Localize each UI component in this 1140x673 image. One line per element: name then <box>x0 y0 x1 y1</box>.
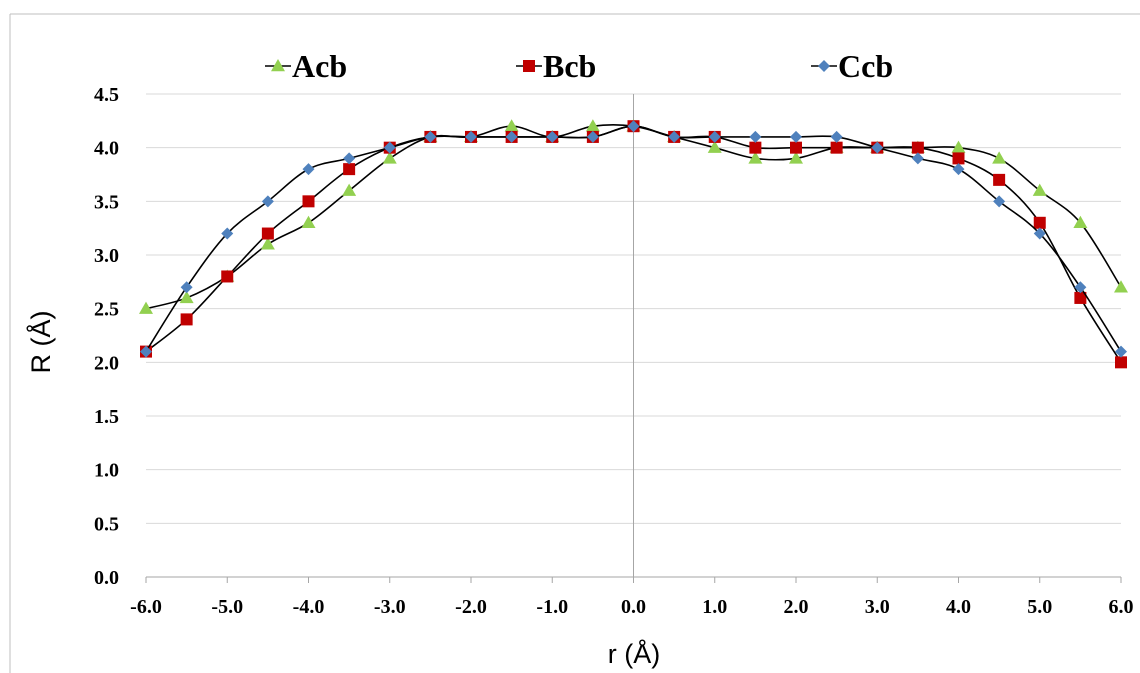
data-point-acb <box>1073 215 1088 229</box>
data-point-bcb <box>1074 291 1087 304</box>
legend-label-ccb: Ccb <box>838 48 893 84</box>
data-point-bcb <box>830 141 843 154</box>
x-tick-label: 5.0 <box>1027 596 1052 618</box>
data-point-acb <box>585 119 600 132</box>
data-point-acb <box>260 237 275 250</box>
x-tick-label: -4.0 <box>293 596 325 618</box>
data-point-ccb <box>465 130 477 143</box>
data-point-ccb <box>1115 345 1127 358</box>
data-point-ccb <box>505 130 518 143</box>
data-point-bcb <box>1033 216 1046 229</box>
data-point-ccb <box>749 130 762 143</box>
data-point-bcb <box>261 227 274 240</box>
data-point-ccb <box>424 130 437 143</box>
x-tick-label: -5.0 <box>211 596 243 618</box>
x-tick-label: 4.0 <box>946 596 971 618</box>
data-point-acb <box>951 140 966 153</box>
x-tick-label: -3.0 <box>374 596 406 618</box>
data-point-bcb <box>343 163 356 176</box>
y-tick-label: 2.5 <box>94 299 119 321</box>
data-point-ccb <box>343 152 356 165</box>
data-point-acb <box>992 151 1007 164</box>
data-point-acb <box>1114 280 1128 293</box>
x-tick-label: -2.0 <box>455 596 487 618</box>
y-tick-label: 1.0 <box>94 460 119 482</box>
x-axis-title: r (Å) <box>608 638 660 669</box>
y-tick-label: 0.5 <box>94 513 119 535</box>
data-point-acb <box>789 151 803 164</box>
legend-label-bcb: Bcb <box>543 48 596 84</box>
data-point-ccb <box>302 163 315 176</box>
series-group <box>139 119 1128 369</box>
x-tick-label: -1.0 <box>536 596 568 618</box>
data-point-bcb <box>1115 356 1127 369</box>
data-point-acb <box>179 290 194 304</box>
data-point-acb <box>342 183 357 196</box>
data-point-ccb <box>952 163 965 176</box>
data-point-ccb <box>911 152 924 165</box>
data-point-ccb <box>790 130 802 143</box>
data-point-bcb <box>952 152 965 165</box>
legend: Acb Bcb Ccb <box>265 48 893 84</box>
data-point-bcb <box>790 141 802 154</box>
legend-marker-acb <box>271 59 285 72</box>
data-point-ccb <box>627 120 640 133</box>
data-point-ccb <box>668 130 681 143</box>
axes <box>145 94 1122 583</box>
y-tick-label: 3.0 <box>94 245 119 267</box>
x-tick-label: 3.0 <box>865 596 890 618</box>
x-tick-label: -6.0 <box>130 596 162 618</box>
y-tick-label: 2.0 <box>94 352 119 374</box>
data-point-acb <box>1032 183 1047 196</box>
x-tick-label: 2.0 <box>784 596 809 618</box>
legend-label-acb: Acb <box>292 48 347 84</box>
data-point-ccb <box>221 227 234 240</box>
x-tick-label: 1.0 <box>702 596 727 618</box>
data-point-ccb <box>708 130 721 143</box>
x-tick-label: 6.0 <box>1109 596 1134 618</box>
x-tick-label: 0.0 <box>621 596 646 618</box>
data-point-bcb <box>749 141 762 154</box>
y-axis-title: R (Å) <box>25 311 56 374</box>
data-point-ccb <box>180 281 193 294</box>
data-point-acb <box>504 119 519 132</box>
data-point-bcb <box>911 141 924 154</box>
data-point-acb <box>139 301 153 314</box>
data-point-bcb <box>180 313 193 326</box>
legend-marker-ccb <box>818 60 830 72</box>
data-point-bcb <box>302 195 315 208</box>
data-point-acb <box>301 215 316 229</box>
data-point-acb <box>707 140 722 153</box>
data-point-ccb <box>993 195 1006 208</box>
data-point-ccb <box>586 130 599 143</box>
data-point-ccb <box>871 141 884 154</box>
data-point-acb <box>382 151 397 164</box>
data-point-ccb <box>383 141 396 154</box>
data-point-ccb <box>1074 281 1087 294</box>
data-point-ccb <box>140 345 152 358</box>
y-tick-label: 4.5 <box>94 84 119 106</box>
data-point-acb <box>748 151 763 164</box>
data-point-ccb <box>546 130 559 143</box>
tick-labels: 0.0 0.5 1.0 1.5 2.0 2.5 3.0 3.5 4.0 4.5 -6.0 -5.0 -4… <box>94 84 1134 618</box>
legend-marker-bcb <box>523 60 535 72</box>
data-point-ccb <box>830 130 843 143</box>
y-tick-label: 1.5 <box>94 406 119 428</box>
data-point-ccb <box>261 195 274 208</box>
y-tick-label: 3.5 <box>94 191 119 213</box>
data-point-bcb <box>221 270 234 283</box>
y-tick-label: 4.0 <box>94 138 119 160</box>
data-point-bcb <box>993 173 1006 186</box>
y-tick-label: 0.0 <box>94 567 119 589</box>
data-point-ccb <box>1033 227 1046 240</box>
